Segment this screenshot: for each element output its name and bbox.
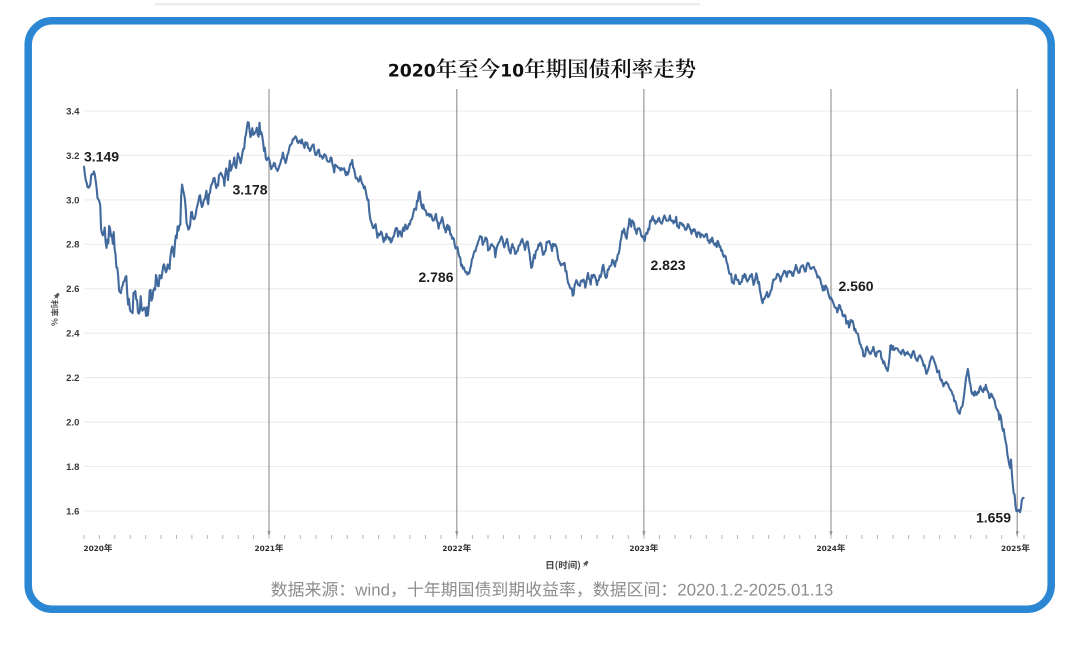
svg-text:3.0: 3.0 xyxy=(66,195,79,206)
svg-text:3.2: 3.2 xyxy=(66,151,79,162)
svg-text:2.6: 2.6 xyxy=(66,284,79,295)
svg-text:1.6: 1.6 xyxy=(66,506,79,517)
svg-text:3.149: 3.149 xyxy=(84,149,119,165)
svg-text:2.4: 2.4 xyxy=(66,329,80,340)
svg-text:3.178: 3.178 xyxy=(232,182,267,198)
svg-text:2.560: 2.560 xyxy=(839,278,874,294)
svg-text:2.0: 2.0 xyxy=(66,418,79,429)
svg-text:1.659: 1.659 xyxy=(976,510,1011,526)
svg-text:2.786: 2.786 xyxy=(418,269,453,285)
svg-text:3.4: 3.4 xyxy=(66,106,80,117)
svg-text:2.8: 2.8 xyxy=(66,240,80,251)
svg-text:2.823: 2.823 xyxy=(651,257,686,273)
svg-text:2.2: 2.2 xyxy=(66,373,79,384)
svg-text:1.8: 1.8 xyxy=(66,462,80,473)
